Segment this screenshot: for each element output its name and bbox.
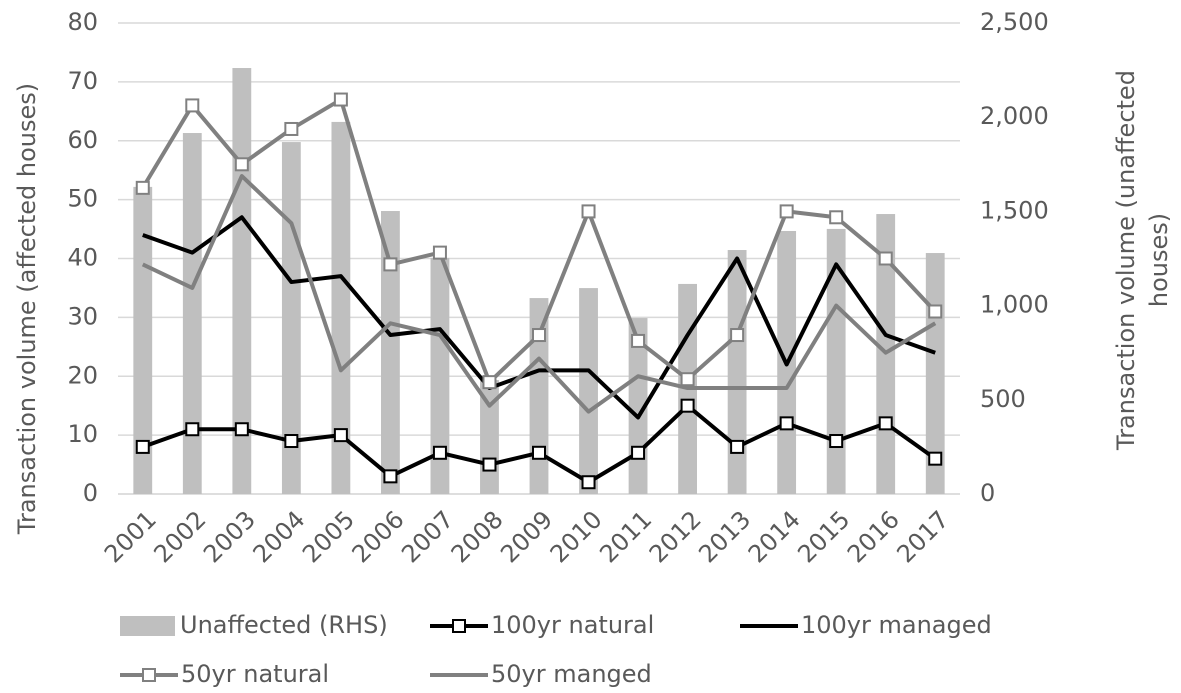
x-tick-label: 2008: [446, 505, 509, 568]
marker: [779, 416, 794, 431]
y2-tick-label: 1,000: [980, 291, 1049, 319]
bar: [331, 121, 351, 494]
y-tick-label: 40: [67, 244, 98, 272]
marker: [383, 257, 398, 272]
y-tick-label: 50: [67, 185, 98, 213]
marker: [185, 422, 200, 437]
legend-label: 50yr natural: [181, 660, 329, 688]
x-tick-label: 2009: [495, 505, 558, 568]
marker: [631, 333, 646, 348]
y-tick-label: 60: [67, 126, 98, 154]
y-tick-label: 70: [67, 67, 98, 95]
marker: [432, 245, 447, 260]
y2-tick-label: 2,000: [980, 102, 1049, 130]
marker: [185, 98, 200, 113]
marker: [482, 457, 497, 472]
marker: [284, 121, 299, 136]
marker: [878, 251, 893, 266]
marker: [135, 439, 150, 454]
legend-swatch: [120, 616, 175, 636]
x-tick-label: 2004: [248, 505, 311, 568]
marker: [829, 434, 844, 449]
marker: [135, 180, 150, 195]
legend-label: 100yr natural: [491, 611, 654, 639]
marker: [284, 434, 299, 449]
line: [141, 174, 937, 414]
y-tick-label: 0: [83, 479, 98, 507]
x-tick-label: 2006: [347, 505, 410, 568]
marker: [333, 428, 348, 443]
y-tick-label: 30: [67, 302, 98, 330]
bar: [727, 250, 747, 494]
x-tick-label: 2005: [297, 505, 360, 568]
marker: [482, 375, 497, 390]
marker: [581, 475, 596, 490]
marker: [829, 210, 844, 225]
x-tick-label: 2001: [99, 505, 162, 568]
marker: [631, 445, 646, 460]
marker: [779, 204, 794, 219]
y-tick-label: 10: [67, 420, 98, 448]
bar: [281, 142, 301, 495]
legend-marker: [142, 668, 156, 682]
marker: [928, 451, 943, 466]
marker: [532, 445, 546, 460]
x-tick-label: 2012: [644, 505, 707, 568]
bar: [529, 298, 549, 494]
legend-marker: [452, 619, 466, 633]
y2-axis-title: Transaction volume (unaffected: [1112, 70, 1140, 451]
marker: [432, 445, 447, 460]
y2-tick-label: 0: [980, 479, 995, 507]
x-tick-label: 2013: [693, 505, 756, 568]
marker: [383, 469, 398, 484]
y2-tick-label: 500: [980, 385, 1026, 413]
x-tick-label: 2011: [594, 505, 657, 568]
legend-label: 50yr manged: [491, 660, 652, 688]
marker: [730, 328, 745, 343]
marker: [680, 398, 695, 413]
marker: [234, 422, 249, 437]
x-tick-label: 2014: [743, 505, 806, 568]
y2-tick-label: 1,500: [980, 196, 1049, 224]
legend-label: Unaffected (RHS): [180, 611, 388, 639]
x-tick-label: 2016: [842, 505, 905, 568]
bar: [133, 186, 153, 494]
bar: [579, 288, 598, 494]
bar: [430, 257, 450, 494]
x-tick-label: 2010: [545, 505, 608, 568]
y-tick-label: 80: [67, 8, 98, 36]
legend-label: 100yr managed: [801, 611, 992, 639]
bar: [182, 133, 202, 494]
marker: [234, 157, 249, 172]
line: [142, 215, 936, 420]
x-tick-label: 2017: [891, 505, 954, 568]
bar: [826, 228, 846, 494]
marker: [581, 204, 596, 219]
marker: [333, 92, 348, 107]
marker: [928, 304, 943, 319]
marker: [878, 416, 893, 431]
y-tick-label: 20: [67, 361, 98, 389]
y-axis-title: Transaction volume (affected houses): [13, 83, 41, 535]
y2-axis-title: houses): [1145, 213, 1173, 307]
y2-tick-label: 2,500: [980, 8, 1049, 36]
bar: [381, 211, 400, 494]
x-tick-label: 2003: [198, 505, 261, 568]
x-tick-label: 2015: [792, 505, 855, 568]
marker: [730, 439, 745, 454]
x-tick-label: 2002: [148, 505, 211, 568]
x-tick-label: 2007: [396, 505, 459, 568]
bar: [232, 68, 252, 495]
marker: [680, 372, 695, 387]
marker: [532, 328, 546, 343]
